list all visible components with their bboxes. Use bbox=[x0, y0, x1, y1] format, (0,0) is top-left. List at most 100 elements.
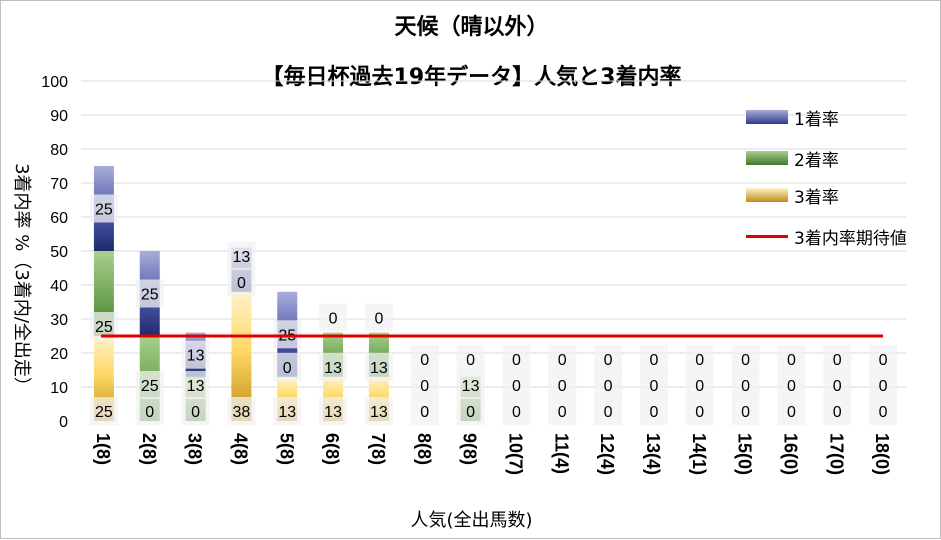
data-label-plate bbox=[869, 371, 898, 399]
data-label-third-6: 13 bbox=[324, 404, 342, 421]
data-label-plate bbox=[731, 397, 760, 425]
data-label-plate bbox=[89, 194, 118, 223]
data-label-plate bbox=[181, 340, 210, 369]
y-tick-label: 70 bbox=[50, 176, 68, 193]
y-tick-label: 90 bbox=[50, 108, 68, 125]
data-label-second-7: 13 bbox=[370, 360, 388, 377]
data-label-second-3: 13 bbox=[187, 378, 205, 395]
data-label-plate bbox=[502, 397, 531, 425]
data-label-third-1: 25 bbox=[95, 404, 113, 421]
data-label-second-18: 0 bbox=[879, 378, 888, 395]
data-label-plate bbox=[823, 345, 852, 373]
y-tick-label: 20 bbox=[50, 346, 68, 363]
data-label-first-15: 0 bbox=[741, 352, 750, 369]
data-label-first-17: 0 bbox=[833, 352, 842, 369]
data-label-second-9: 13 bbox=[462, 378, 480, 395]
data-label-plate bbox=[823, 371, 852, 399]
data-label-first-10: 0 bbox=[512, 352, 521, 369]
data-label-plate bbox=[319, 352, 348, 381]
data-label-plate bbox=[410, 345, 439, 373]
x-tick-label: 18(0) bbox=[872, 433, 892, 475]
y-tick-label: 0 bbox=[59, 414, 68, 431]
legend-line-expected bbox=[746, 234, 788, 238]
data-label-plate bbox=[227, 241, 256, 270]
x-tick-label: 12(4) bbox=[597, 433, 617, 475]
data-label-first-16: 0 bbox=[787, 352, 796, 369]
data-label-first-14: 0 bbox=[695, 352, 704, 369]
legend-swatch-3rd bbox=[746, 188, 788, 202]
x-tick-label: 13(4) bbox=[643, 433, 663, 475]
x-tick-label: 6(8) bbox=[322, 433, 342, 465]
legend-item-2nd: 2着率 bbox=[746, 146, 941, 171]
legend-label-2nd: 2着率 bbox=[794, 150, 839, 171]
data-label-plate bbox=[227, 397, 256, 425]
data-label-second-10: 0 bbox=[512, 378, 521, 395]
data-label-plate bbox=[410, 397, 439, 425]
data-label-plate bbox=[502, 371, 531, 399]
data-label-first-18: 0 bbox=[879, 352, 888, 369]
legend-label-expected: 3着内率期待値 bbox=[794, 228, 907, 249]
data-label-plate bbox=[639, 371, 668, 399]
x-tick-label: 15(0) bbox=[735, 433, 755, 475]
data-label-third-4: 38 bbox=[233, 404, 251, 421]
data-label-first-4: 13 bbox=[233, 249, 251, 266]
data-label-plate bbox=[548, 345, 577, 373]
data-label-second-1: 25 bbox=[95, 319, 113, 336]
data-label-plate bbox=[364, 303, 393, 332]
x-axis-label: 人気(全出馬数) bbox=[410, 510, 533, 531]
data-label-plate bbox=[135, 279, 164, 308]
legend-item-expected: 3着内率期待値 bbox=[746, 224, 941, 249]
chart-title: 天候（晴以外） bbox=[394, 15, 549, 40]
x-tick-label: 11(4) bbox=[551, 433, 571, 474]
legend-item-3rd: 3着率 bbox=[746, 183, 941, 208]
data-label-third-11: 0 bbox=[558, 404, 567, 421]
data-label-first-6: 0 bbox=[329, 311, 338, 328]
data-label-plate bbox=[227, 267, 256, 296]
data-label-third-2: 0 bbox=[145, 404, 154, 421]
data-label-third-13: 0 bbox=[649, 404, 658, 421]
data-label-third-15: 0 bbox=[741, 404, 750, 421]
x-tick-label: 7(8) bbox=[368, 433, 388, 465]
data-label-plate bbox=[685, 345, 714, 373]
chart-subtitle: 【毎日杯過去19年データ】人気と3着内率 bbox=[261, 65, 682, 90]
data-label-plate bbox=[685, 397, 714, 425]
data-label-first-12: 0 bbox=[604, 352, 613, 369]
data-label-plate bbox=[456, 345, 485, 373]
x-tick-label: 5(8) bbox=[276, 433, 296, 465]
x-tick-label: 4(8) bbox=[230, 433, 250, 465]
data-label-plate bbox=[502, 345, 531, 373]
data-label-first-1: 25 bbox=[95, 202, 113, 219]
x-tick-label: 17(0) bbox=[826, 433, 846, 475]
data-label-third-5: 13 bbox=[278, 404, 296, 421]
data-label-plate bbox=[594, 371, 623, 399]
data-label-second-2: 25 bbox=[141, 378, 159, 395]
data-label-plate bbox=[181, 397, 210, 425]
data-label-plate bbox=[869, 397, 898, 425]
data-label-third-8: 0 bbox=[420, 404, 429, 421]
data-label-plate bbox=[135, 371, 164, 399]
data-label-plate bbox=[777, 371, 806, 399]
data-label-plate bbox=[639, 397, 668, 425]
x-tick-label: 1(8) bbox=[93, 433, 113, 465]
data-label-plate bbox=[181, 371, 210, 399]
y-tick-label: 80 bbox=[50, 142, 68, 159]
data-label-first-3: 13 bbox=[187, 348, 205, 365]
y-tick-label: 50 bbox=[50, 244, 68, 261]
data-label-plate bbox=[364, 352, 393, 381]
data-label-first-9: 0 bbox=[466, 352, 475, 369]
data-label-plate bbox=[639, 345, 668, 373]
x-tick-label: 16(0) bbox=[780, 433, 800, 475]
data-label-plate bbox=[731, 345, 760, 373]
data-label-plate bbox=[319, 303, 348, 332]
y-tick-label: 40 bbox=[50, 278, 68, 295]
data-label-third-3: 0 bbox=[191, 404, 200, 421]
data-label-plate bbox=[89, 397, 118, 425]
data-label-plate bbox=[777, 397, 806, 425]
data-label-plate bbox=[869, 345, 898, 373]
x-tick-label: 9(8) bbox=[460, 433, 480, 465]
x-tick-label: 8(8) bbox=[414, 433, 434, 465]
data-label-third-18: 0 bbox=[879, 404, 888, 421]
y-tick-label: 30 bbox=[50, 312, 68, 329]
data-label-plate bbox=[273, 320, 302, 349]
